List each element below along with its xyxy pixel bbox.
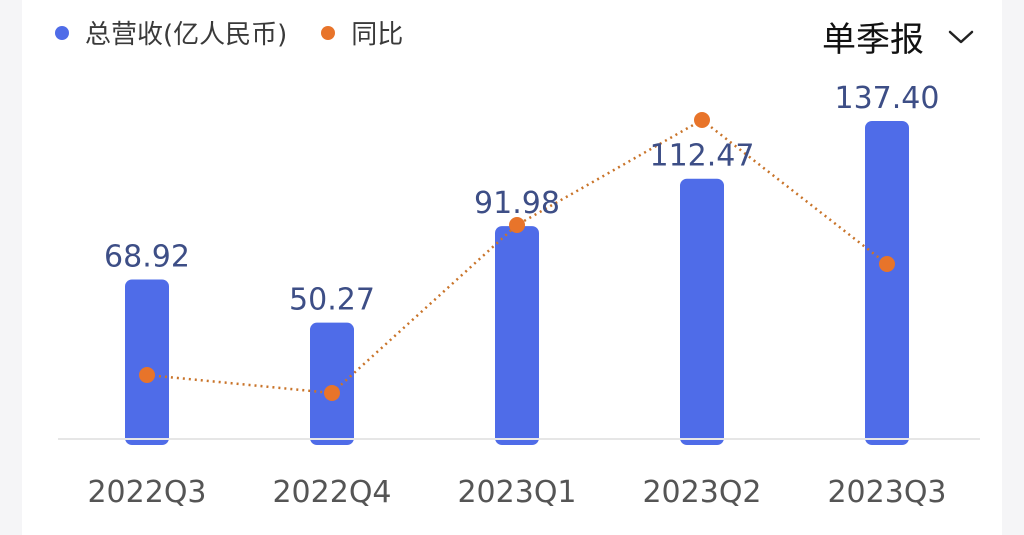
- bar-2023Q3: [865, 121, 909, 445]
- value-label-2022Q3: 68.92: [104, 239, 190, 274]
- legend-swatch-yoy: [321, 25, 336, 40]
- legend: 总营收(亿人民币) 同比: [55, 14, 437, 51]
- x-tick-label-2023Q2: 2023Q2: [642, 475, 761, 510]
- value-label-2023Q3: 137.40: [835, 81, 940, 116]
- yoy-point-2023Q1: [509, 217, 525, 233]
- legend-item-yoy: 同比: [321, 14, 403, 51]
- bar-2022Q3: [125, 279, 169, 445]
- x-tick-label-2022Q3: 2022Q3: [87, 475, 206, 510]
- bar-2022Q4: [310, 322, 354, 445]
- chevron-down-icon: [948, 29, 974, 45]
- yoy-line: [146, 118, 888, 395]
- value-label-2023Q1: 91.98: [474, 186, 560, 221]
- yoy-point-2022Q4: [324, 385, 340, 401]
- period-selector-value: 单季报: [822, 20, 924, 60]
- yoy-point-2023Q3: [879, 256, 895, 272]
- x-tick-label-2023Q1: 2023Q1: [457, 475, 576, 510]
- legend-label-yoy: 同比: [351, 20, 404, 50]
- value-label-2022Q4: 50.27: [289, 283, 375, 318]
- value-label-2023Q2: 112.47: [650, 139, 755, 174]
- yoy-point-2023Q2: [694, 112, 710, 128]
- x-tick-label-2022Q4: 2022Q4: [272, 475, 391, 510]
- bar-2023Q2: [680, 178, 724, 446]
- x-tick-label-2023Q3: 2023Q3: [827, 475, 946, 510]
- legend-swatch-revenue: [55, 25, 69, 40]
- legend-item-revenue: 总营收(亿人民币): [55, 14, 287, 51]
- legend-label-revenue: 总营收(亿人民币): [85, 20, 288, 50]
- yoy-point-2022Q3: [139, 367, 155, 383]
- period-selector[interactable]: 单季报: [822, 12, 974, 61]
- bar-2023Q1: [495, 226, 539, 445]
